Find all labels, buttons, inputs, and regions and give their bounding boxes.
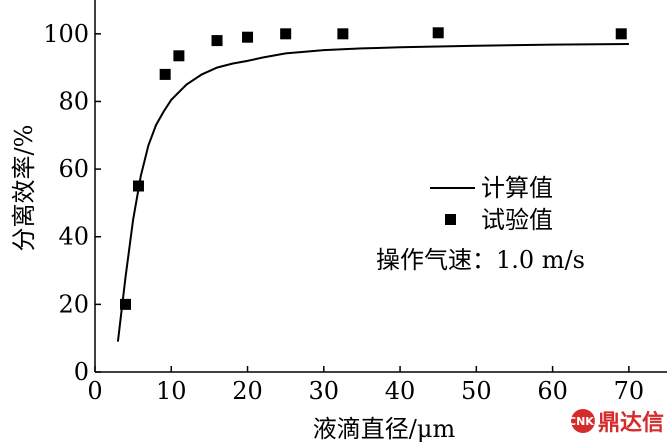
x-axis-label: 液滴直径/μm bbox=[313, 415, 456, 443]
x-tick-label: 50 bbox=[461, 377, 492, 405]
y-tick-label: 0 bbox=[74, 358, 89, 386]
x-tick-label: 60 bbox=[537, 377, 568, 405]
x-tick-label: 70 bbox=[614, 377, 645, 405]
watermark-text: 鼎达信 bbox=[597, 411, 664, 436]
data-point-experimental bbox=[120, 298, 132, 310]
y-tick-label: 100 bbox=[43, 20, 89, 48]
legend-square-swatch bbox=[445, 214, 456, 225]
data-point-experimental bbox=[159, 68, 171, 80]
plot-area bbox=[116, 27, 629, 342]
data-point-experimental bbox=[211, 35, 223, 47]
x-tick-label: 40 bbox=[385, 377, 416, 405]
data-point-experimental bbox=[242, 31, 254, 43]
series-line-calculated bbox=[116, 43, 629, 342]
operating-condition-annotation: 操作气速：1.0 m/s bbox=[376, 246, 585, 274]
watermark-logo-icon: CNKI bbox=[568, 409, 598, 433]
legend-label-calculated: 计算值 bbox=[481, 174, 553, 202]
data-point-experimental bbox=[615, 28, 627, 40]
x-tick-label: 10 bbox=[156, 377, 187, 405]
data-point-experimental bbox=[280, 28, 292, 40]
y-tick-label: 40 bbox=[58, 223, 89, 251]
data-point-experimental bbox=[432, 27, 444, 39]
axes: 0 10 20 30 40 50 60 70 0 20 40 60 80 100 bbox=[43, 0, 667, 405]
data-point-experimental bbox=[337, 28, 349, 40]
y-axis-label: 分离效率/% bbox=[10, 125, 38, 252]
watermark: CNKI 鼎达信 bbox=[568, 405, 664, 437]
legend: 计算值 试验值 操作气速：1.0 m/s bbox=[376, 174, 585, 274]
y-tick-label: 60 bbox=[58, 155, 89, 183]
x-tick-label: 20 bbox=[232, 377, 263, 405]
x-tick-label: 0 bbox=[87, 377, 102, 405]
y-tick-label: 80 bbox=[58, 87, 89, 115]
x-tick-label: 30 bbox=[309, 377, 340, 405]
legend-label-experimental: 试验值 bbox=[481, 206, 553, 234]
y-tick-label: 20 bbox=[58, 290, 89, 318]
data-point-experimental bbox=[132, 180, 144, 192]
data-point-experimental bbox=[173, 50, 185, 62]
